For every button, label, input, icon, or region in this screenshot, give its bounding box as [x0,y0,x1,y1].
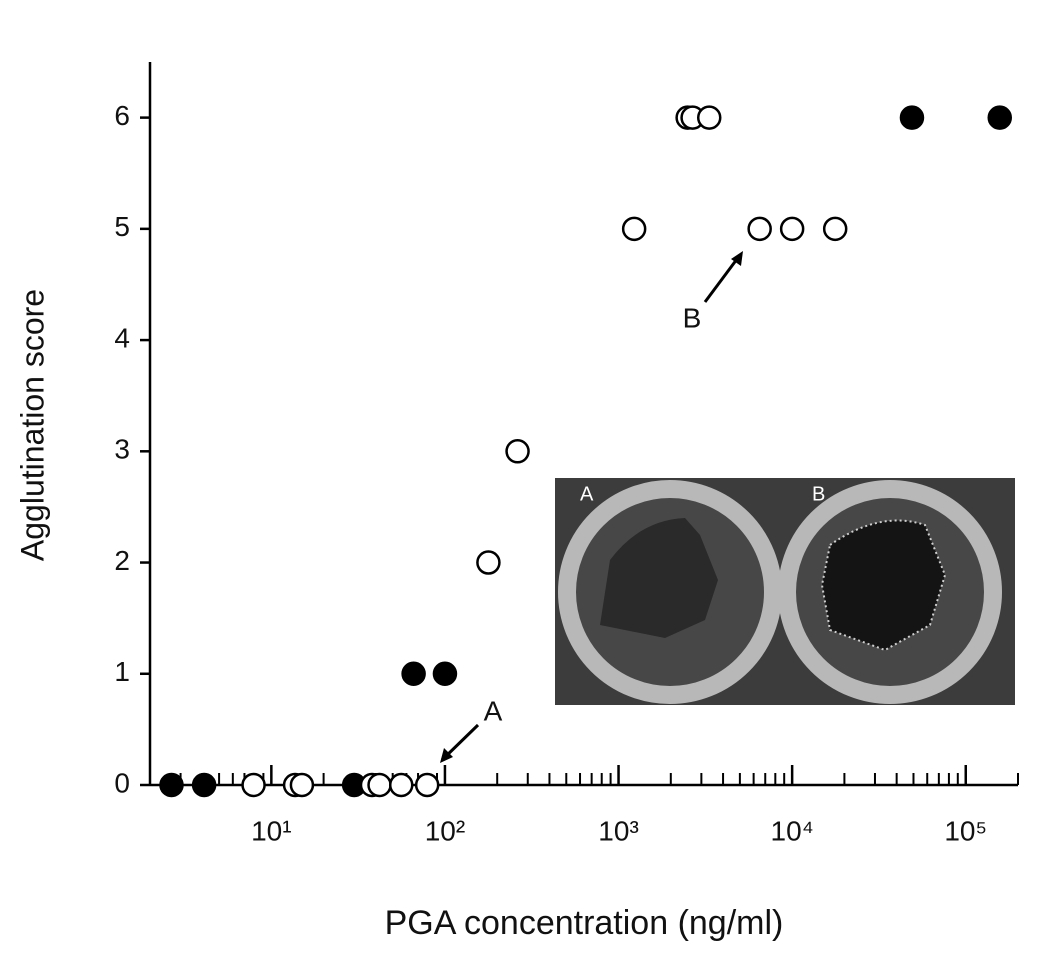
data-point [289,772,315,798]
arrow-head [440,748,453,763]
x-axis-title: PGA concentration (ng/ml) [385,904,784,942]
y-tick-label: 5 [114,211,130,242]
data-point [159,772,184,798]
inset-label: A [580,483,594,505]
y-axis-title: Agglutination score [14,289,50,561]
y-tick-label: 0 [114,767,130,798]
y-tick-label: 4 [114,322,130,353]
data-point [367,772,392,798]
data-point [388,772,414,798]
inset-label: B [812,483,825,505]
x-tick-label: 10³ [598,815,638,846]
x-tick-label: 10² [425,815,465,846]
annotation: A [484,695,503,726]
data-point [414,772,440,798]
inset-photo: A B [555,478,1015,705]
arrow-head [731,251,743,266]
data-point [401,661,426,687]
annotation: B [683,302,702,333]
x-tick-label: 10⁵ [944,815,987,846]
inset-agglutinate [820,519,947,652]
y-tick-label: 3 [114,434,130,465]
data-point [191,772,217,798]
x-tick-label: 10¹ [251,815,291,846]
data-point [987,105,1012,130]
inset-clump [600,518,718,638]
data-point [505,439,530,464]
data-point [621,216,647,242]
y-tick-label: 2 [114,545,130,576]
data-point [899,105,925,130]
y-tick-label: 6 [114,100,130,131]
x-tick-label: 10⁴ [771,815,814,846]
data-point [241,772,266,798]
data-point [822,216,848,242]
data-point [779,216,805,242]
data-point [747,216,772,242]
y-tick-label: 1 [114,656,130,687]
data-point [696,105,722,130]
data-point [476,550,501,575]
annotation-arrow [703,254,742,303]
data-point [432,661,458,687]
